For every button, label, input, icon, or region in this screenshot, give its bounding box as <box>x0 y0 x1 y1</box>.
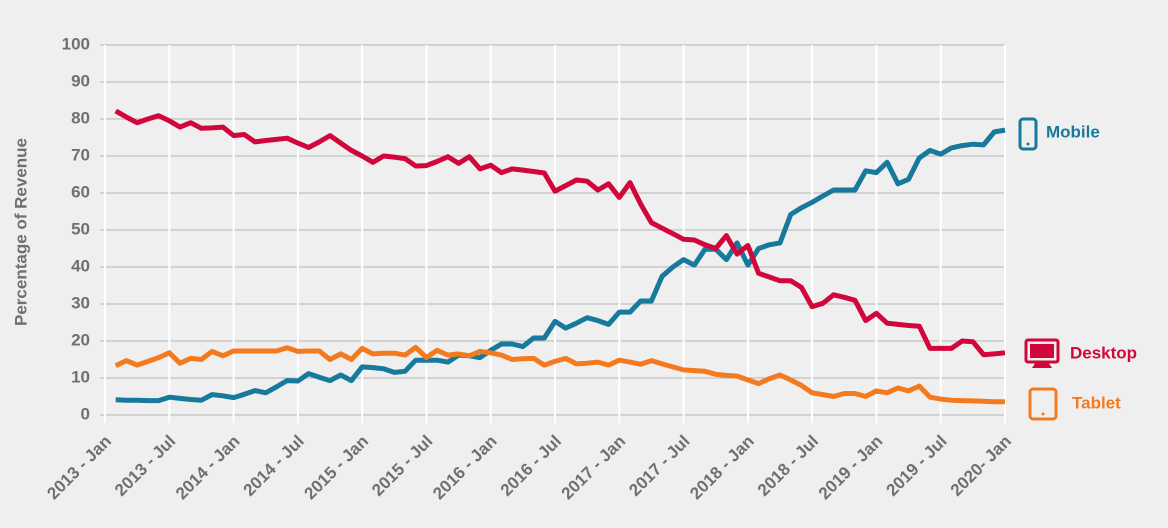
legend-tablet: Tablet <box>1028 387 1121 421</box>
x-tick-label: 2013 - Jul <box>111 432 179 500</box>
legend-desktop: Desktop <box>1024 338 1137 368</box>
y-tick-label: 10 <box>71 367 90 386</box>
x-tick-label: 2020- Jan <box>947 432 1015 500</box>
y-axis-label: Percentage of Revenue <box>11 138 30 326</box>
y-tick-label: 20 <box>71 330 90 349</box>
y-tick-label: 50 <box>71 219 90 238</box>
grid <box>100 44 1006 423</box>
tablet-button <box>1041 412 1045 416</box>
legend-mobile: Mobile <box>1018 117 1100 151</box>
x-tick-label: 2018 - Jul <box>754 432 822 500</box>
y-tick-label: 0 <box>81 404 90 423</box>
x-tick-label: 2015 - Jan <box>301 432 373 504</box>
y-tick-label: 70 <box>71 145 90 164</box>
x-tick-label: 2016 - Jan <box>429 432 501 504</box>
legend-label: Desktop <box>1070 343 1137 362</box>
x-tick-label: 2018 - Jan <box>686 432 758 504</box>
y-tick-label: 90 <box>71 71 90 90</box>
y-tick-label: 60 <box>71 182 90 201</box>
x-tick-label: 2016 - Jul <box>497 432 565 500</box>
x-tick-label: 2014 - Jan <box>172 432 244 504</box>
phone-icon <box>1018 117 1038 151</box>
y-tick-label: 40 <box>71 256 90 275</box>
y-tick-label: 80 <box>71 108 90 127</box>
x-tick-label: 2014 - Jul <box>240 432 308 500</box>
legend-label: Mobile <box>1046 122 1100 141</box>
x-tick-label: 2017 - Jan <box>558 432 630 504</box>
legend-label: Tablet <box>1072 393 1121 412</box>
line-series <box>114 344 1005 405</box>
monitor-screen <box>1030 344 1054 358</box>
line-series <box>115 127 1006 404</box>
y-tick-label: 30 <box>71 293 90 312</box>
tablet-icon <box>1028 387 1058 421</box>
x-tick-label: 2017 - Jul <box>625 432 693 500</box>
x-tick-label: 2019 - Jul <box>882 432 950 500</box>
line-series <box>114 108 1006 358</box>
monitor-stand <box>1032 362 1052 368</box>
x-tick-label: 2013 - Jan <box>43 432 115 504</box>
x-tick-label: 2015 - Jul <box>368 432 436 500</box>
phone-button <box>1026 142 1030 146</box>
x-tick-label: 2019 - Jan <box>815 432 887 504</box>
y-tick-label: 100 <box>62 34 90 53</box>
